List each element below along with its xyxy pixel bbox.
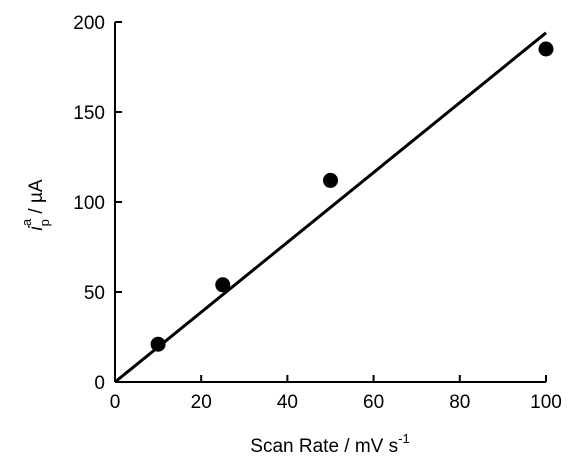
x-tick-label: 80 xyxy=(449,392,470,413)
y-axis-label-italic: i xyxy=(26,226,47,231)
y-tick-label: 200 xyxy=(73,13,105,34)
x-tick-label: 100 xyxy=(530,392,562,413)
y-axis-label-subscript: p xyxy=(37,219,52,226)
x-axis-label-superscript: -1 xyxy=(398,431,410,446)
x-axis-label-text: Scan Rate / mV s xyxy=(250,436,398,457)
y-tick-label: 100 xyxy=(73,193,105,214)
data-point xyxy=(150,336,166,352)
y-axis-label-rest: / µA xyxy=(26,179,47,219)
x-ticks: 0 20 40 60 80 100 xyxy=(110,375,562,413)
x-tick-label: 60 xyxy=(363,392,384,413)
y-tick-label: 50 xyxy=(84,283,105,304)
y-ticks: 0 50 100 150 200 xyxy=(73,13,122,394)
data-point xyxy=(215,277,231,293)
x-tick-label: 40 xyxy=(277,392,298,413)
linear-fit-line xyxy=(114,31,547,384)
data-points xyxy=(150,41,554,352)
data-point xyxy=(538,41,554,57)
x-axis-label: Scan Rate / mV s-1 xyxy=(250,431,409,457)
y-tick-label: 150 xyxy=(73,103,105,124)
y-axis-label-superscript: a xyxy=(19,218,34,226)
data-point xyxy=(323,172,338,188)
x-tick-label: 0 xyxy=(110,392,121,413)
y-axis-label: ipa / µA xyxy=(19,179,52,230)
x-tick-label: 20 xyxy=(191,392,212,413)
y-tick-label: 0 xyxy=(94,373,105,394)
